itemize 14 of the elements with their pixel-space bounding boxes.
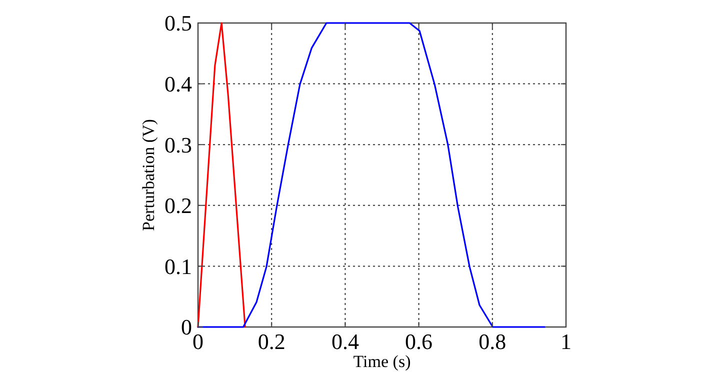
x-tick-label: 1 (560, 329, 572, 354)
x-tick-label: 0.2 (258, 329, 286, 354)
y-tick-label: 0.5 (164, 10, 192, 36)
y-axis-title: Perturbation (V) (139, 119, 158, 231)
y-tick-label: 0.2 (164, 193, 192, 218)
line-series (197, 22, 246, 328)
x-tick-label: 0.8 (478, 329, 506, 354)
x-axis-title: Time (s) (353, 352, 411, 371)
x-tick-label: 0.6 (405, 329, 433, 354)
x-tick-label: 0.4 (331, 329, 359, 354)
y-tick-label: 0.3 (164, 132, 192, 158)
y-tick-label: 0.4 (164, 72, 192, 96)
line-series (197, 22, 546, 328)
y-tick-label: 0.1 (164, 254, 192, 279)
